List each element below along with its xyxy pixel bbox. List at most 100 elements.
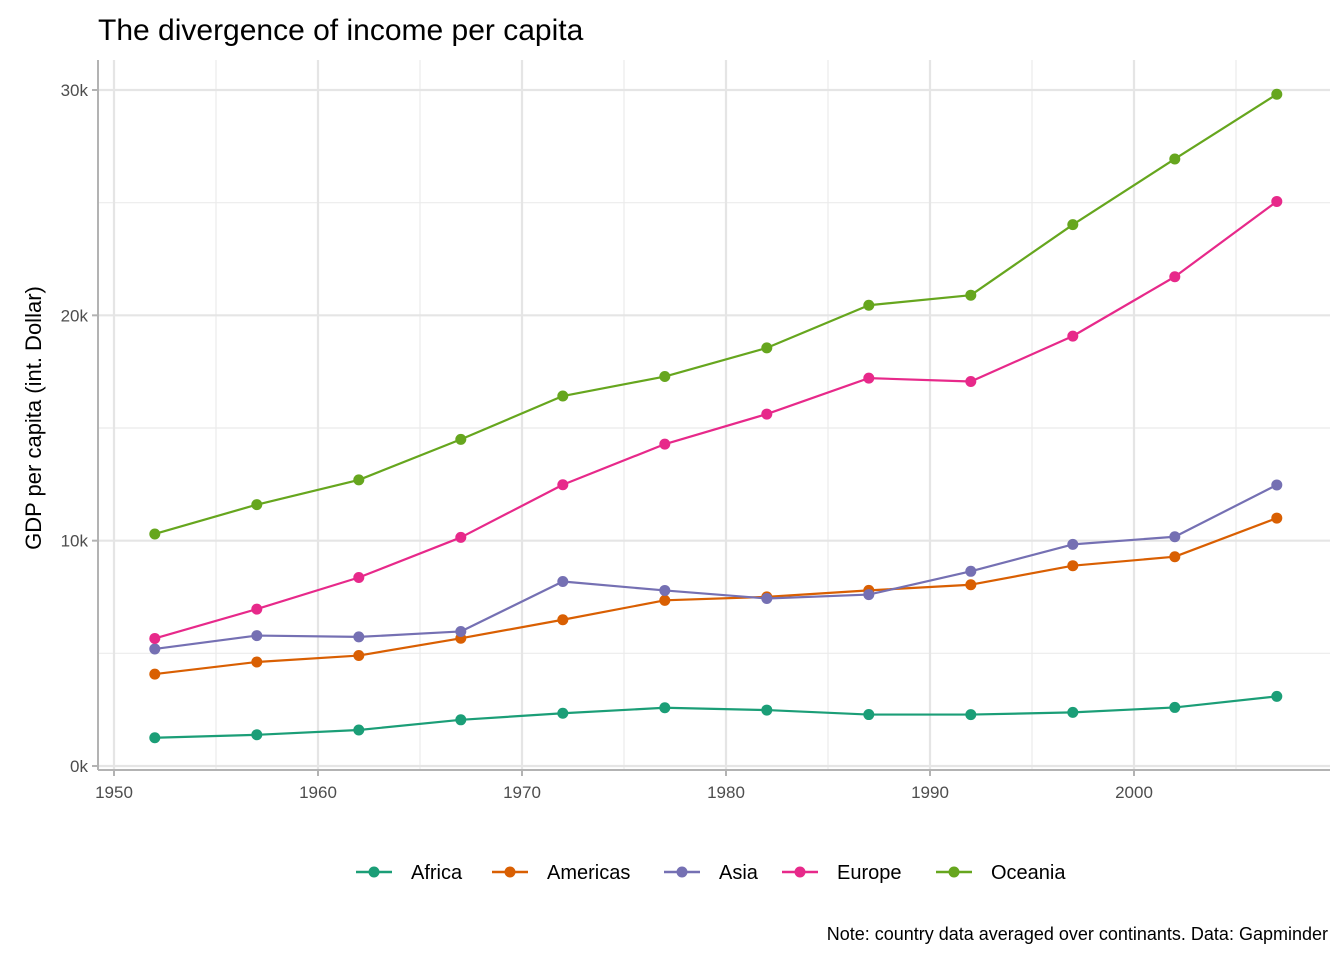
y-axis-ticks: 0k 10k 20k 30k [61,81,98,776]
grid-major [98,60,1330,770]
x-axis-ticks: 1950 1960 1970 1980 1990 2000 [95,770,1153,802]
data-point [353,650,365,662]
y-tick-label: 20k [61,306,89,325]
data-point [149,632,161,644]
data-point [149,528,161,540]
data-point [557,576,569,588]
data-point [965,579,977,591]
y-tick-label: 30k [61,81,89,100]
legend-key-point [794,866,806,878]
data-point [455,625,467,637]
data-point [761,704,773,716]
series-europe [149,195,1283,644]
data-point [251,656,263,668]
data-point [659,584,671,596]
data-point [863,299,875,311]
series-africa [149,690,1283,744]
data-point [1169,531,1181,543]
data-point [353,631,365,643]
data-point [659,371,671,383]
data-point [251,603,263,615]
data-point [251,499,263,511]
data-point [659,438,671,450]
data-point [557,707,569,719]
legend-label: Europe [837,862,902,884]
data-point [659,702,671,714]
data-point [557,614,569,626]
data-point [149,643,161,655]
legend-label: Asia [719,862,759,884]
data-point [965,709,977,721]
data-point [1169,153,1181,165]
legend-key-point [676,866,688,878]
series-line-asia [154,483,1278,651]
data-point [1271,479,1283,491]
data-point [1169,551,1181,563]
legend-label: Africa [411,862,463,884]
y-tick-label: 10k [61,532,89,551]
data-point [251,729,263,741]
series-americas [149,512,1283,680]
legend-item-oceania: Oceania [936,862,1066,884]
data-point [761,342,773,354]
data-point [1067,560,1079,572]
x-tick-label: 1980 [707,783,745,802]
data-point [1067,706,1079,718]
data-point [455,531,467,543]
data-point [1169,701,1181,713]
y-tick-label: 0k [70,757,88,776]
legend-item-asia: Asia [664,862,759,884]
data-point [761,592,773,604]
series-line-oceania [154,93,1278,536]
data-point [1271,195,1283,207]
x-tick-label: 1970 [503,783,541,802]
legend-item-africa: Africa [356,862,463,884]
data-point [761,408,773,420]
legend-key-point [504,866,516,878]
data-point [353,724,365,736]
data-point [1169,271,1181,283]
series-asia [149,479,1283,655]
data-point [353,572,365,584]
series-line-americas [154,517,1278,676]
series-layer [149,88,1283,744]
data-point [149,732,161,744]
legend-key-point [368,866,380,878]
legend-item-americas: Americas [492,862,630,884]
data-point [353,474,365,486]
legend-item-europe: Europe [782,862,902,884]
y-axis-title: GDP per capita (int. Dollar) [21,286,46,550]
data-point [251,630,263,642]
data-point [965,289,977,301]
grid-minor [98,60,1330,770]
legend-label: Oceania [991,862,1066,884]
data-point [1271,690,1283,702]
data-point [965,376,977,388]
data-point [557,390,569,402]
x-tick-label: 1960 [299,783,337,802]
data-point [659,594,671,606]
data-point [455,714,467,726]
x-tick-label: 1950 [95,783,133,802]
series-line-europe [154,200,1278,640]
series-line-africa [154,695,1277,739]
data-point [965,565,977,577]
data-point [455,433,467,445]
data-point [1067,538,1079,550]
legend-label: Americas [547,862,630,884]
data-point [1067,219,1079,231]
series-oceania [149,88,1283,540]
data-point [1271,512,1283,524]
data-point [557,479,569,491]
data-point [863,589,875,601]
data-point [863,372,875,384]
x-tick-label: 1990 [911,783,949,802]
legend: Africa Americas Asia Europe Oceania [356,862,1066,884]
legend-key-point [948,866,960,878]
data-point [1271,88,1283,100]
x-tick-label: 2000 [1115,783,1153,802]
data-point [863,709,875,721]
data-point [1067,330,1079,342]
axes [97,60,1330,771]
